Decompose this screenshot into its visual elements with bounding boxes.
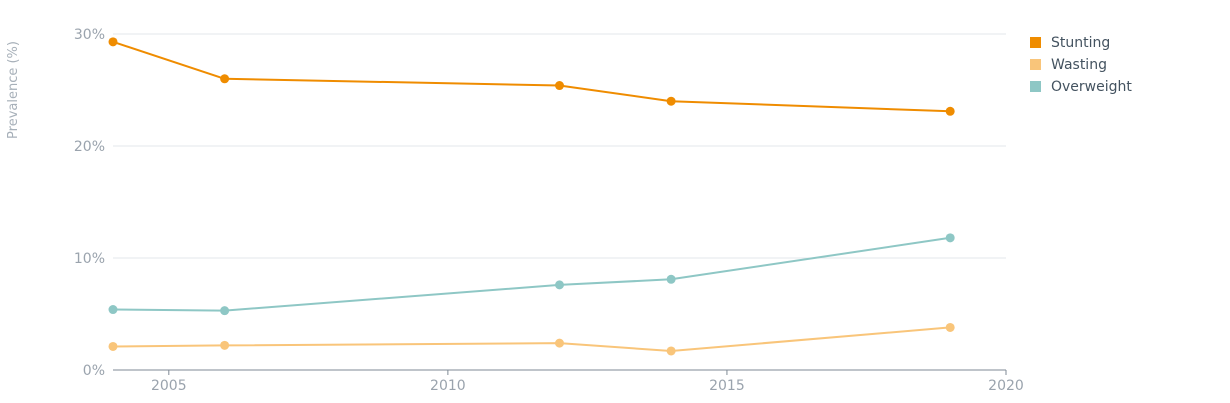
grid-lines: [113, 33, 1006, 259]
series-wasting: [108, 322, 955, 356]
stunting-point[interactable]: [108, 37, 118, 47]
wasting-point[interactable]: [945, 322, 955, 332]
legend: Stunting Wasting Overweight: [1030, 35, 1132, 95]
wasting-line: [112, 326, 952, 352]
x-tick-label: 2005: [151, 378, 187, 394]
stunting-point[interactable]: [220, 74, 230, 84]
overweight-line: [112, 236, 952, 312]
stunting-point[interactable]: [666, 96, 676, 106]
overweight-point[interactable]: [220, 306, 230, 316]
overweight-point[interactable]: [945, 233, 955, 243]
y-tick-label: 30%: [74, 27, 105, 43]
x-tick-label: 2015: [709, 378, 745, 394]
legend-label: Wasting: [1051, 57, 1107, 73]
wasting-point[interactable]: [666, 346, 676, 356]
series-stunting: [108, 37, 955, 116]
series-lines: [108, 37, 955, 356]
wasting-point[interactable]: [108, 341, 118, 351]
overweight-point[interactable]: [108, 305, 118, 315]
overweight-point[interactable]: [666, 274, 676, 284]
axes: 0% 10% 20% 30% 2005 2010 2015 2020: [74, 27, 1024, 394]
legend-swatch: [1030, 37, 1041, 48]
y-tick-label: 10%: [74, 251, 105, 267]
stunting-line: [112, 40, 952, 113]
legend-item-stunting[interactable]: Stunting: [1030, 35, 1110, 51]
y-tick-label: 0%: [83, 363, 105, 379]
legend-label: Overweight: [1051, 79, 1132, 95]
legend-label: Stunting: [1051, 35, 1110, 51]
y-axis-label: Prevalence (%): [6, 41, 21, 139]
overweight-point[interactable]: [555, 280, 564, 290]
legend-item-wasting[interactable]: Wasting: [1030, 57, 1107, 73]
legend-swatch: [1030, 59, 1041, 70]
legend-swatch: [1030, 81, 1041, 92]
x-tick-label: 2020: [988, 378, 1024, 394]
stunting-point[interactable]: [945, 106, 955, 116]
wasting-point[interactable]: [220, 340, 230, 350]
stunting-point[interactable]: [555, 81, 564, 91]
wasting-point[interactable]: [555, 338, 564, 348]
series-overweight: [108, 233, 955, 316]
y-tick-label: 20%: [74, 139, 105, 155]
legend-item-overweight[interactable]: Overweight: [1030, 79, 1132, 95]
x-tick-label: 2010: [430, 378, 466, 394]
